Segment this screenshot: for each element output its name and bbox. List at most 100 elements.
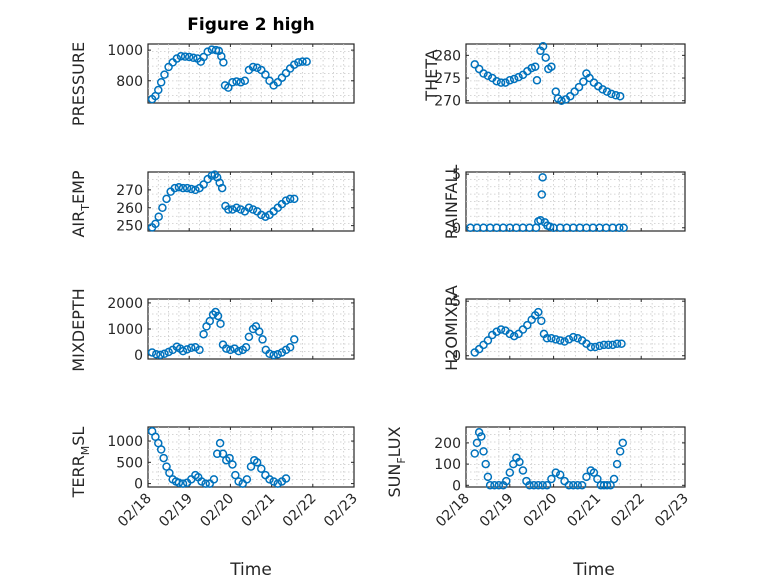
rainfall-data-point <box>537 190 547 199</box>
h2omixra-data-point <box>595 341 604 351</box>
sun-flux-data-point <box>479 447 488 456</box>
h2omixra-data-point <box>547 334 556 343</box>
h2omixra-data-point <box>523 320 532 330</box>
pressure-data-point <box>240 76 250 86</box>
mixdepth-data-point <box>208 310 218 319</box>
air-temp-data-point <box>290 194 299 204</box>
rainfall-ytick-label: 0 <box>452 221 461 237</box>
air-temp-data-point <box>187 184 196 194</box>
mixdepth-data-point <box>216 319 225 329</box>
sun-flux-data-point <box>502 476 511 486</box>
pressure-ytick-label: 800 <box>116 74 143 90</box>
terr-msl-data-point <box>156 445 166 454</box>
sun-flux-data-point <box>589 468 599 477</box>
mixdepth-data-point <box>222 344 231 353</box>
sun-flux-data-point <box>518 466 528 475</box>
terr-msl-data-point <box>246 462 256 471</box>
terr-msl-data-point <box>209 475 219 484</box>
h2omixra-data-point <box>555 336 565 345</box>
sun-flux-data-point <box>551 468 561 477</box>
h2omixra-data-point <box>537 316 546 326</box>
mixdepth-data-point <box>199 329 208 339</box>
terr-msl-data-point <box>159 453 168 463</box>
air-temp-data-point <box>174 182 184 192</box>
air-temp-data-point <box>154 212 163 221</box>
theta-data-point <box>607 89 616 99</box>
sun-flux-data-point <box>615 447 625 456</box>
mixdepth-data-point <box>265 349 274 359</box>
mixdepth-data-point <box>156 350 165 360</box>
pressure-data-point <box>281 68 291 78</box>
sun-flux-data-point <box>515 457 524 467</box>
sun-flux-ylabel: SUNFLUX <box>385 426 408 497</box>
pressure-data-point <box>156 78 166 87</box>
theta-data-point <box>509 74 519 84</box>
air-temp-data-point <box>281 196 291 205</box>
pressure-ylabel: PRESSURE <box>69 42 88 126</box>
h2omixra-ylabel: H2OMIXRA <box>442 285 461 371</box>
air-temp-data-point <box>236 205 245 214</box>
rainfall-plot: RAINFALL 0 5 <box>442 165 686 240</box>
sun-flux-data-point <box>534 481 543 490</box>
pressure-plot: Figure 2 high PRESSURE 800 1000 <box>69 15 355 126</box>
mixdepth-ylabel: MIXDEPTH <box>69 288 88 371</box>
h2omixra-data-point <box>560 337 569 346</box>
pressure-data-point <box>236 78 245 87</box>
theta-plot: THETA 270 275 280 <box>422 42 686 110</box>
mixdepth-data-point <box>178 346 188 356</box>
mixdepth-data-point <box>234 346 243 356</box>
air-temp-data-point <box>199 180 208 189</box>
theta-data-point <box>514 72 523 82</box>
mixdepth-data-point <box>213 311 223 321</box>
pressure-data-point <box>232 77 241 86</box>
air-temp-data-point <box>170 183 180 193</box>
mixdepth-data-point <box>187 343 196 353</box>
mixdepth-data-point <box>147 348 157 357</box>
sun-flux-ytick-label: 0 <box>452 478 461 494</box>
sun-flux-data-point <box>529 481 539 490</box>
terr-msl-data-point <box>201 479 210 488</box>
h2omixra-data-point <box>542 334 552 343</box>
pressure-ytick-label: 1000 <box>107 43 143 59</box>
terr-msl-data-point <box>218 449 228 459</box>
theta-data-point <box>598 85 607 94</box>
theta-data-point <box>474 64 484 74</box>
air-temp-data-point <box>151 219 160 229</box>
h2omixra-data-point <box>604 340 613 350</box>
sun-flux-data-point <box>494 481 504 490</box>
theta-data-point <box>532 76 542 85</box>
mixdepth-data-point <box>182 345 192 354</box>
h2omixra-data-point <box>599 340 609 350</box>
pressure-data-point <box>228 78 237 87</box>
sun-flux-data-point <box>618 438 628 448</box>
sun-flux-data-point <box>577 481 587 490</box>
rainfall-data-point <box>619 223 628 233</box>
pressure-data-point <box>273 78 283 87</box>
sun-flux-data-point <box>505 468 515 477</box>
terr-msl-ytick-label: 0 <box>134 477 143 493</box>
h2omixra-data-point <box>518 325 528 334</box>
pressure-data-point <box>298 57 307 66</box>
pressure-data-point <box>224 83 233 92</box>
mixdepth-ytick-label: 2000 <box>107 296 143 312</box>
pressure-data-point <box>252 63 262 73</box>
air-temp-data-point <box>182 183 192 193</box>
h2omixra-data-point <box>479 340 488 350</box>
rainfall-data-point <box>538 173 547 182</box>
sun-flux-data-point <box>485 481 495 490</box>
pressure-data-point <box>277 73 287 82</box>
mixdepth-data-point <box>258 335 267 344</box>
theta-data-point <box>483 71 493 81</box>
theta-data-point <box>574 82 584 92</box>
h2omixra-ytick-label: 0 <box>452 349 461 365</box>
rainfall-data-point <box>615 223 624 233</box>
theta-data-point <box>570 87 579 96</box>
rainfall-ylabel: RAINFALL <box>442 165 461 240</box>
mixdepth-data-point <box>160 349 169 359</box>
h2omixra-data-point <box>612 339 622 348</box>
theta-ytick-label: 280 <box>434 48 461 64</box>
sun-flux-data-point <box>606 481 615 490</box>
theta-data-point <box>496 78 506 87</box>
terr-msl-data-point <box>281 474 291 483</box>
